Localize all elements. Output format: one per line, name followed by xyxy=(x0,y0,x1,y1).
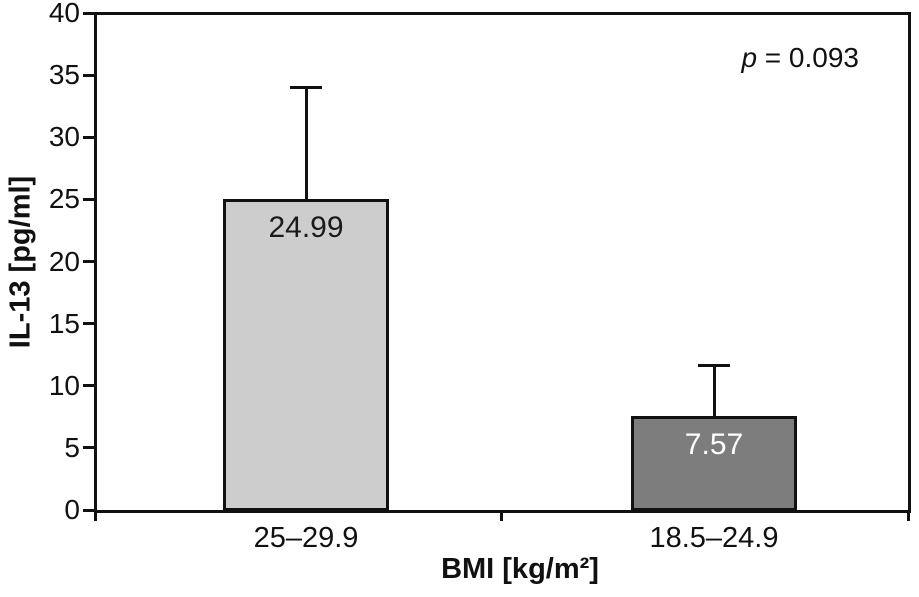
y-tick-mark xyxy=(83,73,95,77)
y-tick-label: 30 xyxy=(48,121,80,153)
y-tick-label: 5 xyxy=(64,431,80,463)
y-tick-label: 40 xyxy=(48,0,80,28)
y-tick-mark xyxy=(83,197,95,201)
x-category-label: 18.5–24.9 xyxy=(649,522,779,554)
y-tick-mark xyxy=(83,384,95,388)
x-axis-title: BMI [kg/m²] xyxy=(441,553,599,585)
x-tick-mark xyxy=(906,510,910,521)
x-tick-mark xyxy=(500,510,503,521)
y-tick-label: 0 xyxy=(64,494,80,525)
y-tick-label: 20 xyxy=(48,245,80,277)
error-bar-cap xyxy=(698,364,730,368)
y-tick-mark xyxy=(83,11,95,15)
error-bar-cap xyxy=(290,86,322,90)
bar-1 xyxy=(223,199,389,511)
error-bar-line xyxy=(712,365,716,416)
bar-2 xyxy=(631,415,797,511)
y-tick-label: 15 xyxy=(48,307,80,339)
y-tick-mark xyxy=(83,260,95,263)
y-tick-label: 35 xyxy=(48,59,80,91)
y-tick-label: 25 xyxy=(48,183,80,215)
y-tick-mark xyxy=(83,135,95,139)
error-bar-line xyxy=(304,87,308,200)
bar-value-label: 7.57 xyxy=(684,427,744,461)
p-value-annotation: p = 0.093 xyxy=(741,42,859,74)
y-tick-label: 10 xyxy=(48,369,80,401)
y-tick-mark xyxy=(83,322,95,326)
p-symbol: p xyxy=(741,42,758,73)
x-tick-mark xyxy=(93,510,97,521)
p-value-text: = 0.093 xyxy=(757,42,859,73)
x-category-label: 25–29.9 xyxy=(253,522,359,554)
bar-value-label: 24.99 xyxy=(268,211,344,245)
y-tick-mark xyxy=(83,508,95,512)
y-tick-mark xyxy=(83,446,95,450)
y-axis-title: IL-13 [pg/ml] xyxy=(4,175,37,349)
